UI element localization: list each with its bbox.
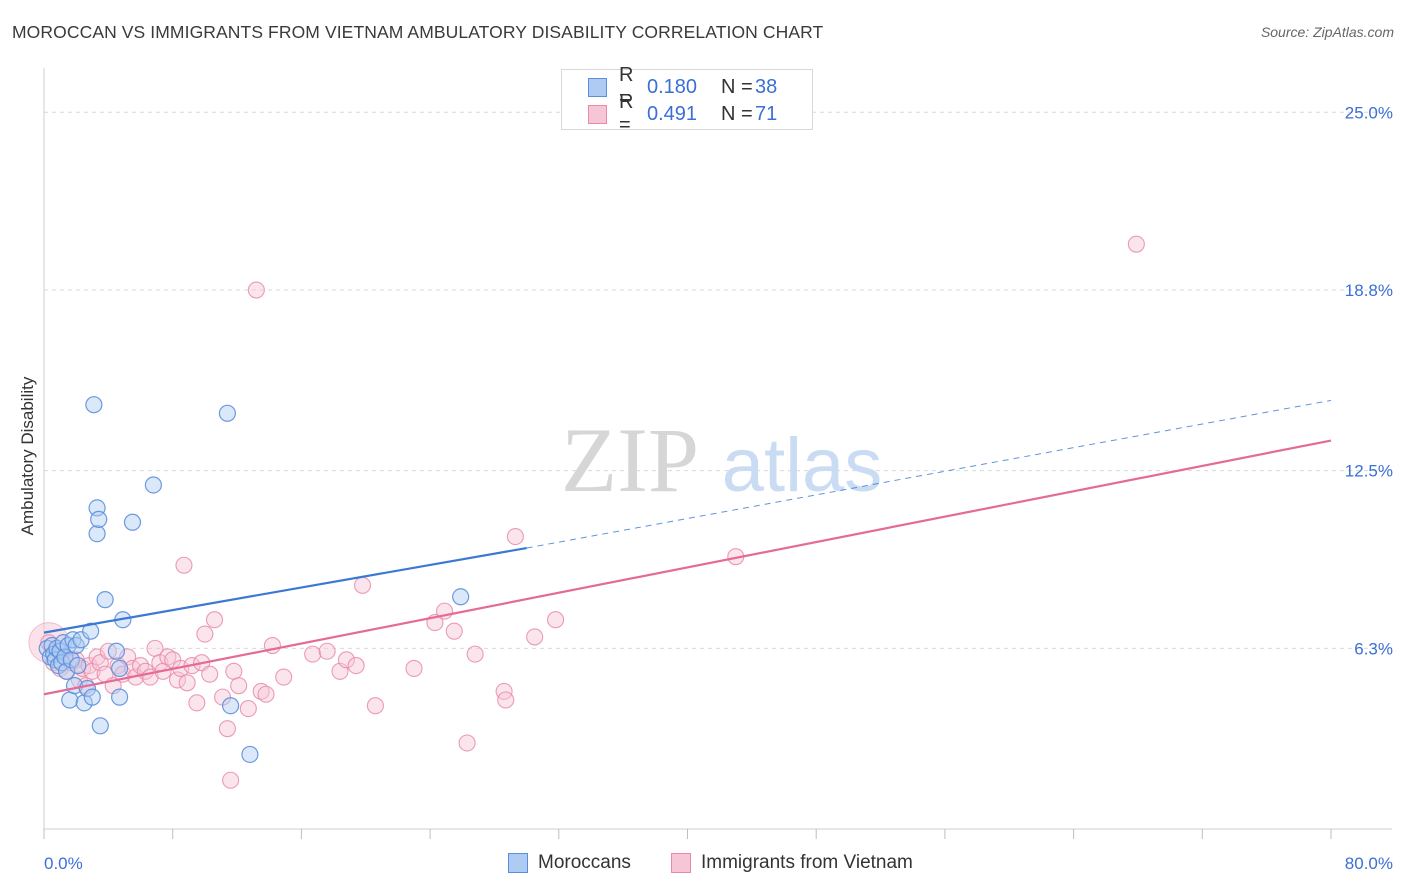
- data-point-moroccans: [111, 688, 129, 706]
- data-point-vietnam: [1127, 235, 1145, 253]
- source-label: Source: ZipAtlas.com: [1260, 24, 1394, 40]
- legend-n-label: N =: [721, 75, 753, 98]
- data-point-vietnam: [188, 694, 206, 712]
- data-point-vietnam: [506, 528, 524, 546]
- data-point-vietnam: [304, 645, 322, 663]
- data-point-vietnam: [201, 665, 219, 683]
- legend-swatch-blue: [588, 77, 607, 97]
- legend-n-value: 71: [755, 102, 778, 125]
- data-point-vietnam: [239, 700, 257, 718]
- data-point-vietnam: [275, 668, 293, 686]
- legend-n-value: 38: [755, 75, 778, 98]
- data-point-vietnam: [205, 611, 224, 629]
- data-point-moroccans: [85, 396, 103, 414]
- data-point-vietnam: [257, 685, 275, 703]
- data-point-moroccans: [82, 622, 100, 640]
- legend-label-vietnam: Immigrants from Vietnam: [701, 852, 913, 873]
- legend-label-moroccans: Moroccans: [538, 852, 631, 873]
- data-point-moroccans: [241, 745, 259, 764]
- legend-r-label: R =: [619, 64, 634, 109]
- data-point-moroccans: [144, 476, 162, 494]
- data-point-vietnam: [230, 677, 248, 695]
- y-tick-label: 18.8%: [1345, 281, 1393, 300]
- data-point-moroccans: [61, 691, 79, 709]
- data-point-moroccans: [107, 642, 125, 660]
- data-point-vietnam: [366, 697, 384, 715]
- legend-r-label: R =: [619, 91, 634, 136]
- legend-row-moroccans: R = 0.180 N = 38: [588, 64, 778, 109]
- legend-swatch-pink: [588, 104, 607, 124]
- data-point-moroccans: [69, 656, 87, 675]
- data-point-vietnam: [347, 657, 365, 675]
- y-tick-label: 12.5%: [1345, 462, 1393, 481]
- data-point-moroccans: [91, 717, 109, 735]
- legend-n-label: N =: [721, 102, 753, 125]
- legend-item-vietnam[interactable]: Immigrants from Vietnam: [671, 852, 913, 874]
- data-point-vietnam: [405, 659, 423, 678]
- trend-line-moroccans: [43, 546, 527, 634]
- watermark-atlas: atlas: [722, 423, 883, 508]
- data-point-moroccans: [123, 513, 142, 531]
- data-point-vietnam: [337, 651, 355, 669]
- series-vietnam-points: [28, 235, 1145, 789]
- trend-line-moroccans-extension: [526, 399, 1332, 549]
- data-point-moroccans: [83, 688, 101, 706]
- data-point-vietnam: [109, 657, 127, 675]
- data-point-moroccans: [96, 591, 114, 609]
- series-legend: Moroccans Immigrants from Vietnam: [0, 852, 1406, 876]
- data-point-moroccans: [218, 404, 236, 422]
- y-axis-title: Ambulatory Disability: [18, 376, 37, 536]
- x-tick-label: 80.0%: [1345, 854, 1393, 873]
- data-point-vietnam: [247, 281, 265, 299]
- data-point-vietnam: [159, 648, 177, 666]
- data-point-vietnam: [218, 720, 236, 738]
- data-point-moroccans: [54, 634, 72, 652]
- x-tick-label: 0.0%: [44, 854, 83, 873]
- data-point-moroccans: [90, 510, 108, 528]
- legend-swatch-pink: [671, 853, 691, 873]
- legend-row-vietnam: R = 0.491 N = 71: [588, 91, 778, 136]
- stats-legend: R = 0.180 N = 38 R = 0.491 N = 71: [561, 64, 813, 136]
- data-point-vietnam: [458, 734, 476, 752]
- data-point-vietnam: [196, 625, 214, 643]
- legend-swatch-blue: [508, 853, 528, 873]
- data-point-vietnam: [526, 628, 544, 646]
- trend-lines: [43, 399, 1332, 696]
- data-point-vietnam: [222, 771, 240, 789]
- legend-r-value: 0.180: [647, 75, 698, 98]
- data-point-vietnam: [445, 622, 463, 640]
- data-point-vietnam: [225, 662, 243, 680]
- x-tick-labels: 0.0% 80.0%: [44, 854, 1393, 873]
- data-point-vietnam: [175, 556, 193, 574]
- legend-r-value: 0.491: [647, 102, 698, 125]
- legend-item-moroccans[interactable]: Moroccans: [508, 852, 631, 874]
- data-point-moroccans: [111, 659, 129, 678]
- y-tick-label: 6.3%: [1354, 639, 1393, 658]
- axes: [43, 68, 1392, 839]
- trend-line-vietnam: [43, 439, 1332, 696]
- data-point-vietnam: [318, 642, 336, 660]
- data-point-vietnam: [495, 682, 513, 700]
- chart-title: MOROCCAN VS IMMIGRANTS FROM VIETNAM AMBU…: [12, 22, 824, 42]
- y-tick-labels: 6.3% 12.5% 18.8% 25.0%: [1345, 103, 1393, 658]
- data-point-moroccans: [72, 631, 90, 649]
- data-point-vietnam: [252, 682, 270, 700]
- data-point-moroccans: [452, 588, 470, 606]
- data-point-moroccans: [222, 697, 240, 715]
- data-point-vietnam: [497, 691, 515, 709]
- gridlines: [44, 111, 1392, 649]
- y-tick-label: 25.0%: [1345, 103, 1393, 122]
- data-point-vietnam: [547, 611, 565, 629]
- series-moroccans-points: [38, 396, 470, 764]
- watermark: ZIP atlas: [561, 409, 882, 511]
- data-point-vietnam: [466, 645, 484, 663]
- data-point-vietnam: [353, 576, 372, 594]
- watermark-zip: ZIP: [561, 409, 699, 511]
- data-point-moroccans: [88, 525, 106, 543]
- data-point-vietnam: [178, 674, 196, 692]
